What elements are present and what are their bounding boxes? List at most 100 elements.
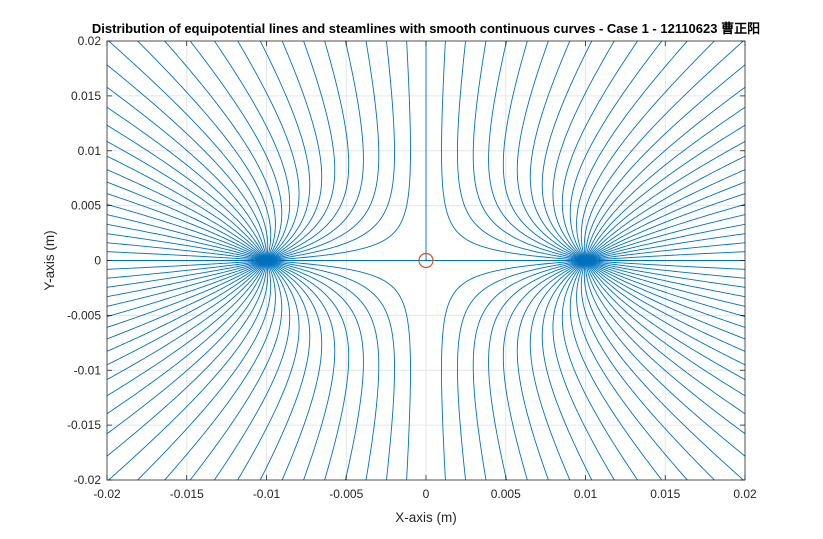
x-tick-label: 0 — [423, 487, 430, 501]
streamline — [107, 181, 267, 261]
streamline — [107, 260, 267, 381]
streamline — [266, 260, 395, 480]
streamline — [136, 41, 272, 261]
streamline — [107, 260, 267, 352]
streamline — [425, 41, 586, 261]
streamline — [107, 41, 269, 261]
streamline — [585, 260, 745, 381]
streamline — [585, 260, 745, 397]
y-tick-label: 0.015 — [71, 89, 101, 103]
streamline — [561, 260, 639, 480]
streamline — [107, 260, 267, 397]
streamline — [237, 260, 300, 480]
streamline — [502, 41, 586, 261]
streamline — [266, 41, 364, 261]
streamline — [585, 260, 745, 457]
streamline — [541, 41, 593, 261]
streamline — [561, 41, 639, 261]
streamline — [266, 260, 380, 480]
streamline — [107, 64, 267, 261]
streamline — [488, 260, 586, 480]
streamline — [107, 140, 267, 261]
streamline — [441, 260, 586, 480]
streamline — [237, 41, 300, 261]
streamline — [585, 260, 745, 279]
streamline — [107, 260, 267, 457]
streamline — [266, 41, 380, 261]
streamline — [164, 41, 276, 261]
streamline — [585, 64, 745, 261]
y-tick-label: -0.015 — [67, 418, 101, 432]
streamline — [107, 223, 267, 261]
streamline — [576, 41, 688, 261]
streamline — [585, 86, 745, 261]
streamline — [107, 233, 267, 261]
streamline — [585, 260, 745, 298]
streamline — [585, 169, 745, 261]
y-tick-label: 0.01 — [78, 144, 102, 158]
streamline — [266, 260, 364, 480]
streamline — [259, 260, 311, 480]
streamline — [266, 41, 336, 261]
streamline — [585, 251, 745, 261]
streamline — [502, 260, 586, 480]
streamline — [213, 260, 291, 480]
streamline — [266, 260, 336, 480]
streamline — [585, 106, 745, 261]
streamline — [569, 260, 663, 480]
y-axis-label: Y-axis (m) — [42, 230, 57, 290]
streamline — [164, 260, 276, 480]
streamline — [266, 41, 411, 261]
x-axis-label: X-axis (m) — [395, 510, 457, 525]
streamline — [107, 260, 267, 435]
streamline — [266, 41, 395, 261]
streamline — [189, 260, 283, 480]
streamline — [585, 124, 745, 261]
streamline — [107, 106, 267, 261]
streamline — [136, 260, 272, 480]
streamline — [585, 260, 745, 415]
streamline — [583, 260, 745, 480]
streamline — [529, 260, 586, 480]
streamline — [585, 260, 745, 288]
y-tick-label: -0.005 — [67, 308, 101, 322]
streamline — [552, 260, 615, 480]
streamlines — [107, 41, 745, 480]
x-tick-label: -0.015 — [170, 487, 204, 501]
streamline — [585, 155, 745, 261]
streamline — [266, 260, 350, 480]
streamline — [266, 260, 323, 480]
streamline — [107, 260, 269, 480]
streamline — [189, 41, 283, 261]
y-tick-label: -0.02 — [74, 473, 102, 487]
streamline — [213, 41, 291, 261]
streamline — [472, 260, 586, 480]
y-tick-label: 0.02 — [78, 34, 102, 48]
streamline — [585, 223, 745, 261]
streamline — [516, 41, 586, 261]
streamline — [107, 260, 267, 279]
chart-title: Distribution of equipotential lines and … — [92, 21, 760, 36]
streamline — [541, 260, 593, 480]
streamline — [107, 260, 267, 366]
streamline — [107, 260, 267, 298]
streamline — [552, 41, 615, 261]
stagnation-marker — [418, 252, 434, 269]
streamline — [457, 260, 586, 480]
x-tick-label: 0.005 — [491, 487, 521, 501]
streamline — [585, 193, 745, 261]
streamline — [585, 260, 745, 328]
streamline — [583, 41, 745, 261]
streamline — [585, 181, 745, 261]
x-tick-label: 0.015 — [650, 487, 680, 501]
streamline — [488, 41, 586, 261]
streamline — [107, 124, 267, 261]
streamline — [266, 41, 350, 261]
streamline — [107, 86, 267, 261]
ticks — [106, 40, 746, 481]
streamline — [107, 260, 267, 415]
streamline — [107, 242, 267, 261]
markers — [418, 252, 434, 269]
y-tick-label: -0.01 — [74, 363, 102, 377]
streamline — [585, 260, 745, 340]
